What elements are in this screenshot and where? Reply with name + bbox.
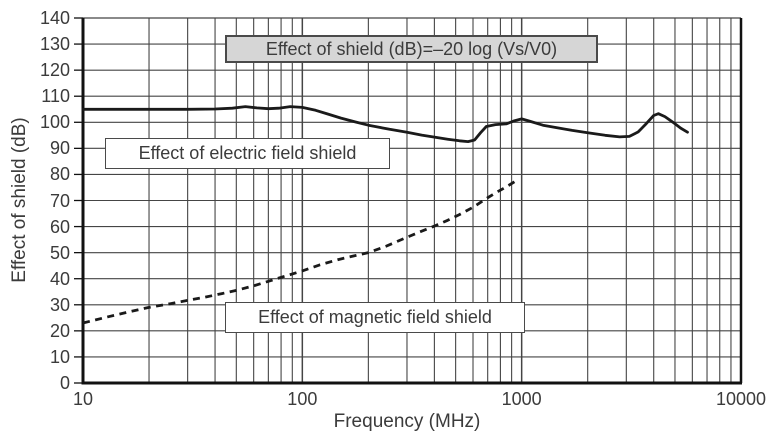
y-tick-label-100: 100 xyxy=(39,112,70,133)
y-tick-label-80: 80 xyxy=(49,164,70,185)
x-axis-title: Frequency (MHz) xyxy=(333,411,481,432)
magnetic-field-shield-line xyxy=(82,179,518,325)
x-tick-label-10000: 10000 xyxy=(715,389,767,409)
y-axis-title: Effect of shield (dB) xyxy=(9,117,30,283)
y-tick-label-40: 40 xyxy=(49,268,70,289)
magnetic-series-label-box: Effect of magnetic field shield xyxy=(225,302,525,333)
y-tick-label-70: 70 xyxy=(49,190,70,211)
x-tick-label-10: 10 xyxy=(72,389,94,409)
y-tick-label-10: 10 xyxy=(49,346,70,367)
y-tick-label-60: 60 xyxy=(49,216,70,237)
y-tick-label-90: 90 xyxy=(49,138,70,159)
y-tick-label-50: 50 xyxy=(49,242,70,263)
formula-annotation-box: Effect of shield (dB)=–20 log (Vs/V0) xyxy=(225,35,598,63)
data-series xyxy=(81,105,689,325)
plot-frame xyxy=(81,17,743,385)
y-tick-label-110: 110 xyxy=(41,86,70,107)
y-tick-label-130: 130 xyxy=(39,34,70,55)
electric-field-shield-line xyxy=(81,105,689,143)
y-tick-label-0: 0 xyxy=(59,373,70,393)
y-tick-label-140: 140 xyxy=(39,8,70,28)
x-tick-label-1000: 1000 xyxy=(501,389,542,409)
electric-series-label-box: Effect of electric field shield xyxy=(105,138,390,169)
y-tick-label-120: 120 xyxy=(39,60,70,81)
x-tick-label-100: 100 xyxy=(287,389,318,409)
y-tick-label-30: 30 xyxy=(49,294,70,315)
y-tick-label-20: 20 xyxy=(49,320,70,341)
